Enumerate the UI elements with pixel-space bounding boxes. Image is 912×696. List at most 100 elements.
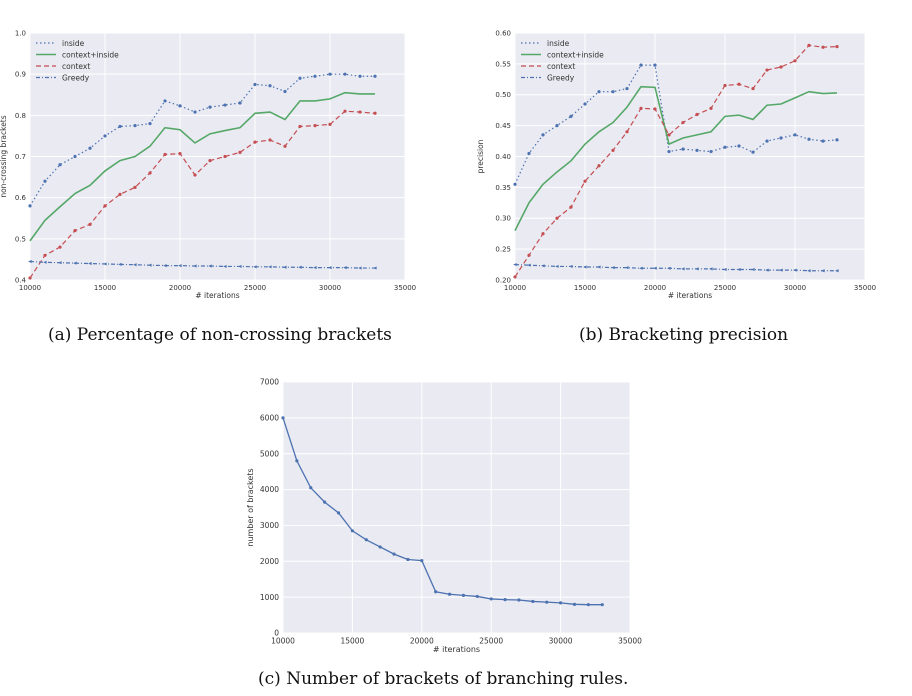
- data-point: [667, 266, 671, 270]
- data-point: [779, 136, 783, 140]
- data-point: [148, 121, 152, 126]
- data-point: [238, 150, 242, 154]
- data-point: [583, 102, 587, 106]
- data-point: [503, 598, 507, 602]
- caption-c: (c) Number of brackets of branching rule…: [258, 669, 629, 689]
- data-point: [133, 124, 137, 128]
- data-point: [118, 192, 122, 196]
- data-point: [765, 68, 769, 72]
- data-point: [208, 264, 212, 268]
- y-tick-label: 0.40: [495, 153, 511, 161]
- data-point: [681, 147, 685, 151]
- data-point: [569, 264, 573, 269]
- data-point: [253, 82, 257, 87]
- data-point: [88, 261, 92, 266]
- data-point: [835, 269, 839, 273]
- data-point: [163, 152, 167, 157]
- data-point: [392, 552, 396, 556]
- data-point: [163, 99, 167, 103]
- data-point: [807, 43, 811, 47]
- series-line-context-inside: [514, 85, 838, 231]
- series-line-Greedy: [29, 260, 375, 269]
- data-point: [328, 122, 332, 126]
- data-point: [103, 134, 107, 138]
- data-point: [178, 152, 182, 156]
- y-tick-label: 0.55: [495, 60, 511, 68]
- data-point: [281, 416, 285, 420]
- data-point: [765, 139, 769, 143]
- data-point: [447, 592, 452, 596]
- caption-b: (b) Bracketing precision: [579, 325, 789, 345]
- data-point: [118, 262, 122, 266]
- x-tick-label: 10000: [504, 284, 526, 292]
- data-point: [737, 267, 741, 272]
- legend-label: context: [62, 62, 90, 71]
- data-point: [793, 59, 797, 63]
- data-point: [253, 140, 257, 144]
- x-tick-label: 20000: [169, 284, 191, 292]
- series-line-context: [514, 44, 838, 278]
- data-point: [653, 107, 657, 111]
- series-line-context: [29, 110, 376, 279]
- data-point: [667, 133, 671, 137]
- x-tick-label: 25000: [714, 284, 736, 292]
- data-point: [148, 171, 152, 175]
- y-tick-label: 3000: [260, 521, 279, 530]
- data-point: [43, 260, 47, 264]
- data-point: [681, 267, 685, 271]
- data-point: [625, 266, 629, 270]
- data-point: [527, 253, 531, 257]
- data-point: [475, 594, 479, 599]
- x-tick-label: 10000: [19, 284, 41, 292]
- data-point: [28, 259, 32, 264]
- data-point: [513, 182, 517, 186]
- data-point: [358, 266, 362, 270]
- legend-label: inside: [547, 39, 570, 48]
- data-point: [283, 89, 287, 94]
- y-tick-label: 6000: [260, 413, 279, 422]
- data-point: [373, 111, 377, 115]
- y-tick-label: 0.20: [495, 276, 511, 284]
- data-point: [103, 204, 107, 208]
- legend-label: context: [547, 62, 575, 71]
- data-point: [223, 264, 227, 269]
- data-point: [88, 222, 92, 227]
- x-tick-label: 10000: [271, 637, 295, 646]
- data-point: [148, 263, 152, 267]
- caption-a: (a) Percentage of non-crossing brackets: [48, 325, 392, 345]
- data-point: [434, 590, 438, 594]
- data-point: [58, 245, 62, 249]
- data-point: [208, 159, 212, 163]
- x-tick-label: 35000: [394, 284, 416, 292]
- data-point: [751, 150, 755, 154]
- data-point: [238, 264, 242, 269]
- data-point: [489, 597, 493, 601]
- data-point: [517, 598, 521, 602]
- data-point: [555, 216, 559, 220]
- data-point: [268, 84, 272, 88]
- data-point: [373, 266, 377, 270]
- data-point: [709, 149, 713, 154]
- data-point: [406, 557, 410, 562]
- data-point: [555, 264, 559, 269]
- data-point: [358, 74, 362, 78]
- data-point: [43, 253, 47, 257]
- data-point: [586, 603, 590, 607]
- data-point: [737, 82, 741, 86]
- data-point: [28, 204, 32, 208]
- legend-label: Greedy: [62, 74, 90, 83]
- data-point: [208, 105, 212, 109]
- data-point: [268, 265, 272, 269]
- data-point: [223, 154, 227, 159]
- data-point: [765, 268, 769, 272]
- data-point: [350, 529, 354, 533]
- data-point: [58, 163, 62, 167]
- data-point: [133, 185, 137, 189]
- series-line-context-inside: [29, 91, 375, 242]
- data-point: [461, 593, 466, 597]
- data-point: [531, 599, 535, 604]
- legend-label: inside: [62, 39, 85, 48]
- data-point: [709, 106, 713, 110]
- data-point: [178, 104, 182, 108]
- data-point: [343, 266, 347, 270]
